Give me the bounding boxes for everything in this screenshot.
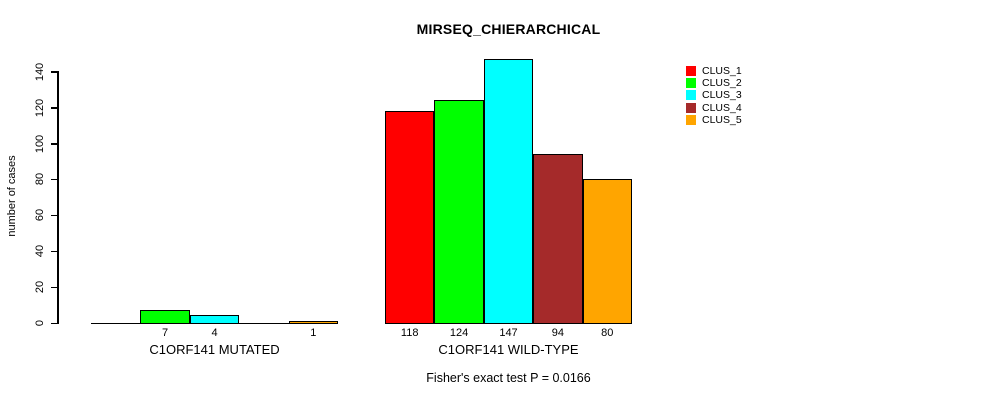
legend-label-clus_4: CLUS_4: [702, 101, 742, 114]
y-axis-line: [57, 71, 59, 324]
bar-value-label: 124: [449, 327, 469, 339]
legend-label-clus_5: CLUS_5: [702, 113, 742, 126]
y-axis-tick-label: 100: [34, 134, 46, 153]
bar-clus_5-wildtype: [582, 178, 632, 324]
bar-clus_4-wildtype: [533, 153, 583, 324]
y-axis-tick: [51, 71, 57, 73]
legend-swatch-clus_1: [686, 66, 696, 76]
y-axis-tick: [51, 250, 57, 253]
legend-label-clus_1: CLUS_1: [702, 65, 742, 77]
bar-value-label: 147: [499, 327, 518, 339]
bar-value-label: 118: [400, 327, 419, 339]
y-axis-label: number of cases: [6, 155, 18, 237]
y-axis-tick: [51, 178, 57, 181]
y-axis-tick-label: 0: [34, 319, 46, 327]
legend-label-clus_3: CLUS_3: [702, 89, 742, 102]
bar-clus_2-mutated: [140, 309, 190, 324]
y-axis-tick-label: 60: [34, 209, 46, 222]
y-axis-tick-label: 20: [34, 280, 46, 294]
bar-value-label: 7: [162, 327, 169, 339]
bar-value-label: 1: [310, 327, 317, 339]
y-axis-tick-label: 120: [34, 98, 46, 117]
y-axis-tick-label: 80: [34, 173, 46, 186]
bar-clus_2-wildtype: [434, 100, 484, 324]
bar-clus_3-mutated: [189, 315, 240, 324]
legend-swatch-clus_2: [686, 78, 696, 89]
chart-title: MIRSEQ_CHIERARCHICAL: [416, 21, 601, 37]
y-axis-tick-label: 40: [34, 245, 46, 258]
bar-clus_1-wildtype: [385, 110, 435, 324]
y-axis-tick-label: 140: [34, 62, 46, 81]
bar-value-label: 4: [211, 327, 218, 339]
y-axis-tick: [51, 143, 57, 145]
bar-value-label: 80: [601, 327, 614, 339]
fisher-test-annotation: Fisher's exact test P = 0.0166: [426, 371, 591, 385]
legend-swatch-clus_5: [686, 114, 696, 125]
legend-swatch-clus_3: [686, 90, 696, 101]
bar-clus_5-mutated: [288, 320, 338, 324]
bar-value-label: 94: [551, 327, 565, 339]
bar-clus_3-wildtype: [483, 58, 534, 324]
y-axis-tick: [51, 214, 57, 217]
legend-swatch-clus_4: [686, 102, 696, 113]
y-axis-tick: [51, 107, 57, 109]
group-label-wildtype: C1ORF141 WILD-TYPE: [438, 342, 579, 357]
legend-label-clus_2: CLUS_2: [702, 77, 742, 90]
y-axis-tick: [51, 322, 57, 324]
group-label-mutated: C1ORF141 MUTATED: [149, 342, 280, 357]
y-axis-tick: [51, 286, 57, 289]
